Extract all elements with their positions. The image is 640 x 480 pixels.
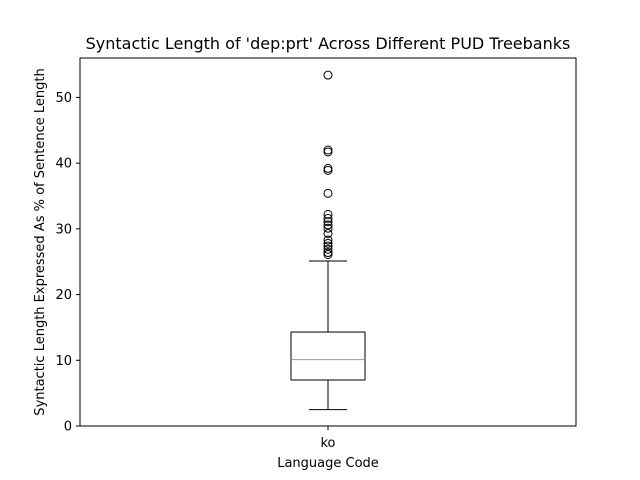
- outlier-point: [323, 145, 333, 155]
- outlier-point: [323, 70, 333, 80]
- outlier-point: [323, 147, 333, 157]
- outlier-point: [323, 244, 333, 254]
- outlier-point: [323, 238, 333, 248]
- outlier-point: [323, 223, 333, 233]
- y-tick-label: 10: [55, 354, 72, 369]
- outlier-point: [323, 165, 333, 175]
- iqr-box: [290, 331, 366, 381]
- outlier-point: [323, 235, 333, 245]
- y-axis-label: Syntactic Length Expressed As % of Sente…: [33, 68, 48, 415]
- x-axis: ko: [320, 426, 336, 451]
- box-ko: [290, 70, 366, 411]
- box-series: [290, 70, 366, 411]
- outlier-point: [323, 241, 333, 251]
- outlier-point: [323, 213, 333, 223]
- x-tick-label: ko: [320, 436, 335, 451]
- y-axis: 0 10 20 30 40 50: [55, 91, 80, 435]
- outlier-point: [323, 217, 333, 227]
- y-tick-label: 0: [64, 420, 72, 435]
- y-tick-label: 50: [55, 91, 72, 106]
- outlier-point: [323, 188, 333, 198]
- x-axis-label: Language Code: [277, 456, 379, 471]
- y-tick-label: 20: [55, 288, 72, 303]
- y-tick-label: 40: [55, 157, 72, 172]
- chart-title: Syntactic Length of 'dep:prt' Across Dif…: [86, 34, 571, 53]
- outlier-point: [323, 163, 333, 173]
- outlier-point: [323, 220, 333, 230]
- outlier-point: [323, 228, 333, 238]
- outlier-point: [323, 209, 333, 219]
- y-tick-label: 30: [55, 222, 72, 237]
- outlier-point: [323, 248, 333, 258]
